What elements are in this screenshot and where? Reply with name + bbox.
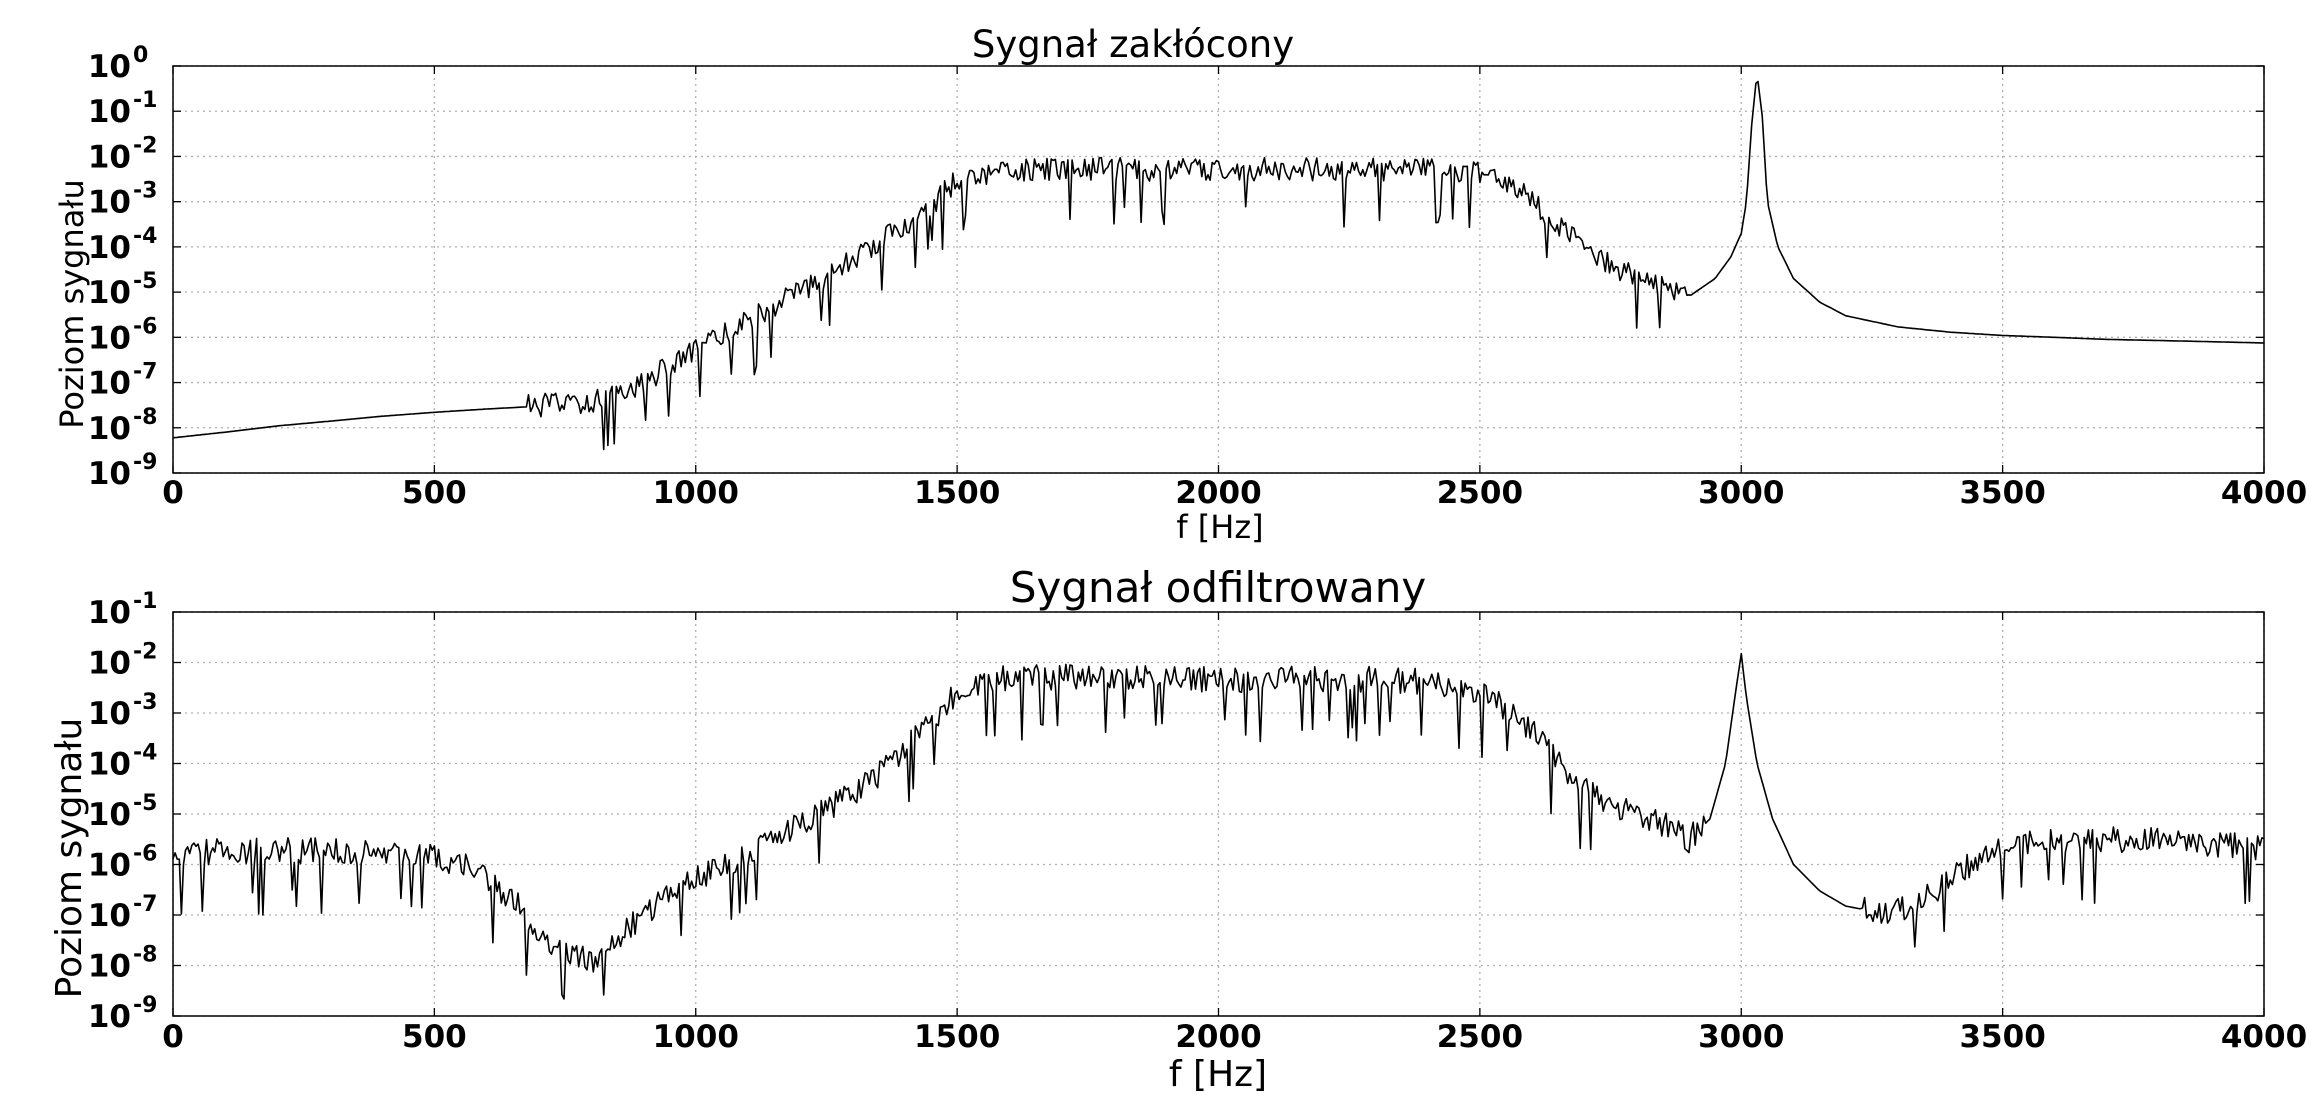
x-tick-label: 1000	[653, 475, 739, 511]
x-axis-title: f [Hz]	[1176, 508, 1263, 546]
y-tick-label: 10	[88, 94, 131, 130]
y-tick-exponent: -8	[133, 405, 157, 430]
y-tick-label: 10	[88, 456, 131, 492]
y-tick-exponent: -3	[133, 179, 157, 204]
grid	[172, 65, 2265, 474]
y-tick-base: 10	[88, 999, 131, 1035]
x-tick-label: 2000	[1175, 475, 1261, 511]
y-tick-label: 10	[88, 949, 131, 985]
y-tick-exponent: -6	[133, 314, 157, 339]
y-tick-base: 10	[88, 230, 131, 266]
x-tick-label: 1500	[914, 1019, 1000, 1055]
y-tick-label: 10	[88, 747, 131, 783]
y-tick-base: 10	[88, 411, 131, 447]
y-tick-label: 10	[88, 848, 131, 884]
y-tick-label: 10	[88, 797, 131, 833]
y-tick-base: 10	[88, 696, 131, 732]
y-tick-base: 10	[88, 94, 131, 130]
y-tick-exponent: -4	[133, 741, 157, 766]
y-tick-base: 10	[88, 949, 131, 985]
chart-bottom: Sygnał odfiltrowany f [Hz] Poziom sygnał…	[49, 563, 2307, 1095]
y-tick-label: 10	[88, 595, 131, 631]
series-line	[172, 652, 2265, 1000]
y-tick-exponent: -7	[133, 892, 157, 917]
y-tick-label: 10	[88, 320, 131, 356]
x-tick-label: 3000	[1698, 475, 1784, 511]
chart-top: Sygnał zakłócony f [Hz] Poziom sygnału 0…	[53, 23, 2307, 546]
y-tick-exponent: -1	[133, 88, 157, 113]
y-axis-title: Poziom sygnału	[49, 718, 90, 999]
y-tick-label: 10	[88, 646, 131, 682]
chart-title: Sygnał zakłócony	[972, 23, 1294, 66]
y-tick-base: 10	[88, 646, 131, 682]
y-tick-base: 10	[88, 366, 131, 402]
y-tick-label: 10	[88, 999, 131, 1035]
y-tick-exponent: -5	[133, 269, 157, 294]
x-tick-label: 500	[402, 1019, 467, 1055]
y-tick-base: 10	[88, 595, 131, 631]
x-tick-label: 1500	[914, 475, 1000, 511]
y-tick-exponent: -2	[133, 640, 157, 665]
y-tick-exponent: -2	[133, 133, 157, 158]
y-tick-base: 10	[88, 139, 131, 175]
y-tick-exponent: -6	[133, 842, 157, 867]
y-tick-base: 10	[88, 275, 131, 311]
y-tick-base: 10	[88, 747, 131, 783]
x-axis-title: f [Hz]	[1169, 1054, 1267, 1095]
y-tick-base: 10	[88, 49, 131, 85]
y-tick-exponent: 0	[133, 43, 148, 68]
y-tick-label: 10	[88, 185, 131, 221]
y-tick-exponent: -5	[133, 791, 157, 816]
y-tick-exponent: -9	[133, 993, 157, 1018]
y-tick-exponent: -4	[133, 224, 157, 249]
x-tick-label: 3500	[1959, 1019, 2045, 1055]
y-tick-exponent: -1	[133, 589, 157, 614]
y-tick-label: 10	[88, 49, 131, 85]
x-tick-label: 3000	[1698, 1019, 1784, 1055]
x-tick-label: 4000	[2221, 475, 2307, 511]
y-tick-label: 10	[88, 230, 131, 266]
x-tick-label: 0	[162, 475, 184, 511]
y-tick-base: 10	[88, 185, 131, 221]
y-tick-base: 10	[88, 456, 131, 492]
y-tick-base: 10	[88, 898, 131, 934]
y-tick-base: 10	[88, 797, 131, 833]
x-tick-label: 3500	[1959, 475, 2045, 511]
x-tick-label: 1000	[653, 1019, 739, 1055]
y-tick-label: 10	[88, 139, 131, 175]
y-tick-label: 10	[88, 411, 131, 447]
y-tick-label: 10	[88, 898, 131, 934]
x-tick-label: 2500	[1437, 1019, 1523, 1055]
series-line	[172, 80, 2265, 451]
x-tick-label: 0	[162, 1019, 184, 1055]
y-tick-exponent: -7	[133, 360, 157, 385]
y-axis-title: Poziom sygnału	[53, 179, 91, 429]
y-tick-base: 10	[88, 848, 131, 884]
x-tick-label: 2500	[1437, 475, 1523, 511]
x-tick-label: 4000	[2221, 1019, 2307, 1055]
y-tick-base: 10	[88, 320, 131, 356]
chart-title: Sygnał odfiltrowany	[1010, 563, 1426, 612]
x-tick-label: 2000	[1175, 1019, 1261, 1055]
x-tick-label: 500	[402, 475, 467, 511]
y-tick-exponent: -8	[133, 943, 157, 968]
y-tick-label: 10	[88, 275, 131, 311]
y-tick-exponent: -9	[133, 450, 157, 475]
y-tick-exponent: -3	[133, 690, 157, 715]
y-tick-label: 10	[88, 696, 131, 732]
y-tick-label: 10	[88, 366, 131, 402]
grid	[172, 611, 2265, 1017]
